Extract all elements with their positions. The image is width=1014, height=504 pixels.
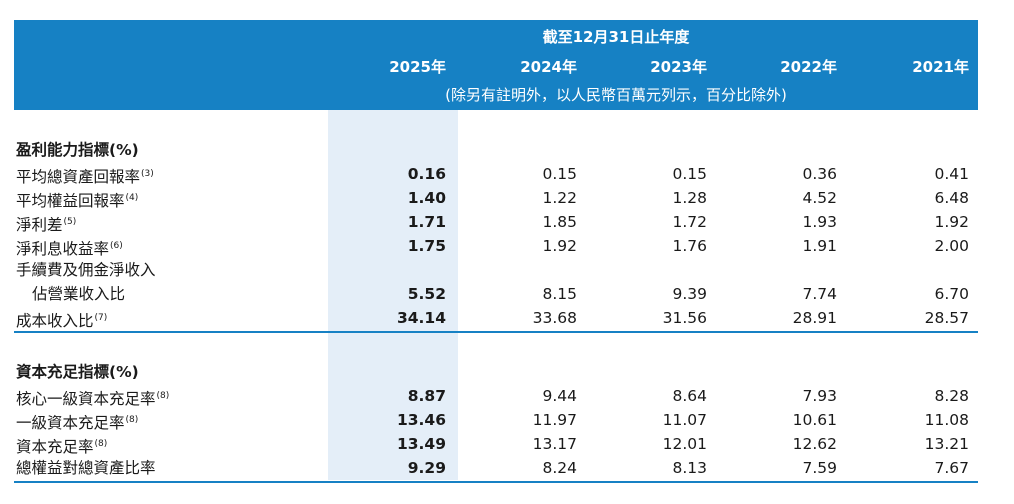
value-2021: 6.48 — [934, 189, 969, 207]
year-header-2022: 2022年 — [780, 58, 837, 76]
table-row: 成本收入比(7) 34.14 33.68 31.56 28.91 28.57 — [0, 306, 1014, 330]
value-2024: 9.44 — [542, 387, 577, 405]
value-2021: 1.92 — [934, 213, 969, 231]
value-2022: 1.93 — [802, 213, 837, 231]
row-label: 淨利息收益率(6) — [16, 240, 123, 258]
table-row: 佔營業收入比 5.52 8.15 9.39 7.74 6.70 — [0, 282, 1014, 306]
value-2025: 34.14 — [396, 309, 446, 327]
value-2022: 7.74 — [802, 285, 837, 303]
section-title-capital: 資本充足指標(%) — [16, 363, 139, 381]
value-2025: 8.87 — [407, 387, 446, 405]
value-2022: 4.52 — [802, 189, 837, 207]
table-row: 一級資本充足率(8) 13.46 11.97 11.07 10.61 11.08 — [0, 408, 1014, 432]
unit-note: (除另有註明外，以人民幣百萬元列示，百分比除外) — [445, 86, 787, 104]
year-header-2021: 2021年 — [912, 58, 969, 76]
value-2021: 7.67 — [934, 459, 969, 477]
value-2023: 1.28 — [672, 189, 707, 207]
table-bottom-rule — [14, 481, 978, 483]
value-2021: 8.28 — [934, 387, 969, 405]
row-label: 一級資本充足率(8) — [16, 414, 139, 432]
period-title: 截至12月31日止年度 — [542, 28, 690, 46]
row-label: 平均總資產回報率(3) — [16, 168, 154, 186]
value-2022: 7.93 — [802, 387, 837, 405]
table-header: 截至12月31日止年度 2025年 2024年 2023年 2022年 2021… — [14, 20, 978, 110]
value-2025: 1.75 — [407, 237, 446, 255]
year-header-2023: 2023年 — [650, 58, 707, 76]
value-2021: 0.41 — [934, 165, 969, 183]
value-2023: 1.76 — [672, 237, 707, 255]
value-2025: 13.46 — [396, 411, 446, 429]
value-2024: 1.22 — [542, 189, 577, 207]
row-label: 淨利差(5) — [16, 216, 77, 234]
value-2023: 8.64 — [672, 387, 707, 405]
value-2021: 2.00 — [934, 237, 969, 255]
value-2024: 13.17 — [532, 435, 577, 453]
value-2023: 31.56 — [662, 309, 707, 327]
table-row: 總權益對總資產比率 9.29 8.24 8.13 7.59 7.67 — [0, 456, 1014, 480]
value-2024: 8.15 — [542, 285, 577, 303]
table-row: 淨利差(5) 1.71 1.85 1.72 1.93 1.92 — [0, 210, 1014, 234]
value-2025: 0.16 — [407, 165, 446, 183]
row-label: 成本收入比(7) — [16, 312, 108, 330]
row-label-line2: 佔營業收入比 — [32, 285, 126, 303]
value-2023: 1.72 — [672, 213, 707, 231]
table-row: 平均總資產回報率(3) 0.16 0.15 0.15 0.36 0.41 — [0, 162, 1014, 186]
value-2025: 5.52 — [407, 285, 446, 303]
year-header-2024: 2024年 — [520, 58, 577, 76]
table-row: 淨利息收益率(6) 1.75 1.92 1.76 1.91 2.00 — [0, 234, 1014, 258]
row-label-line1: 手續費及佣金淨收入 — [16, 261, 156, 279]
value-2025: 13.49 — [396, 435, 446, 453]
value-2021: 11.08 — [924, 411, 969, 429]
value-2023: 12.01 — [662, 435, 707, 453]
value-2025: 9.29 — [407, 459, 446, 477]
table-row-label-continuation: 手續費及佣金淨收入 — [0, 258, 1014, 282]
value-2023: 0.15 — [672, 165, 707, 183]
row-label: 總權益對總資產比率 — [16, 459, 156, 477]
value-2022: 12.62 — [792, 435, 837, 453]
value-2021: 13.21 — [924, 435, 969, 453]
value-2023: 8.13 — [672, 459, 707, 477]
row-label: 平均權益回報率(4) — [16, 192, 139, 210]
value-2022: 0.36 — [802, 165, 837, 183]
value-2024: 1.92 — [542, 237, 577, 255]
row-label: 核心一級資本充足率(8) — [16, 390, 170, 408]
value-2025: 1.71 — [407, 213, 446, 231]
table-row: 平均權益回報率(4) 1.40 1.22 1.28 4.52 6.48 — [0, 186, 1014, 210]
section-title-profitability: 盈利能力指標(%) — [16, 141, 139, 159]
value-2024: 1.85 — [542, 213, 577, 231]
year-header-2025: 2025年 — [389, 58, 446, 76]
value-2024: 33.68 — [532, 309, 577, 327]
current-year-highlight — [328, 110, 458, 480]
value-2022: 28.91 — [792, 309, 837, 327]
value-2021: 28.57 — [924, 309, 969, 327]
value-2024: 11.97 — [532, 411, 577, 429]
value-2024: 0.15 — [542, 165, 577, 183]
table-row: 資本充足率(8) 13.49 13.17 12.01 12.62 13.21 — [0, 432, 1014, 456]
value-2023: 9.39 — [672, 285, 707, 303]
section-divider — [14, 331, 978, 333]
value-2024: 8.24 — [542, 459, 577, 477]
value-2023: 11.07 — [662, 411, 707, 429]
row-label: 資本充足率(8) — [16, 438, 108, 456]
value-2025: 1.40 — [407, 189, 446, 207]
value-2021: 6.70 — [934, 285, 969, 303]
value-2022: 7.59 — [802, 459, 837, 477]
value-2022: 10.61 — [792, 411, 837, 429]
table-row: 核心一級資本充足率(8) 8.87 9.44 8.64 7.93 8.28 — [0, 384, 1014, 408]
value-2022: 1.91 — [802, 237, 837, 255]
